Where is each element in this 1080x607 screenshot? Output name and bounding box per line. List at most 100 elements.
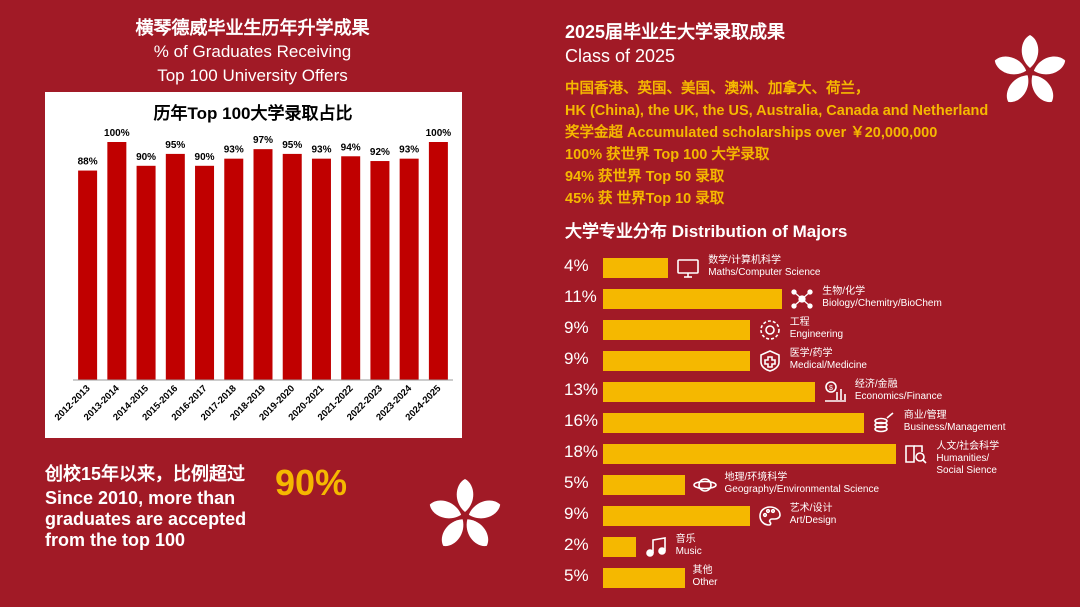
major-label-cn: 经济/金融 — [854, 379, 898, 390]
major-row: 5% 其他 Other — [560, 564, 1060, 592]
major-percentage: 2% — [564, 535, 589, 554]
big-percentage: 90% — [275, 462, 348, 503]
coins-icon — [872, 411, 896, 435]
bar-2022-2023 — [370, 161, 390, 380]
molecule-icon — [790, 287, 814, 311]
since-en-2: graduates are accepted — [45, 509, 247, 529]
major-label-en: Music — [675, 546, 702, 557]
bar-value-label: 88% — [78, 157, 98, 168]
major-percentage: 5% — [564, 473, 589, 492]
major-label-cn: 工程 — [789, 317, 810, 328]
bar-value-label: 95% — [282, 140, 302, 151]
major-label-en: Art/Design — [789, 515, 837, 526]
major-row: 13% $ 经济/金融 Economics/Finance — [560, 378, 1060, 406]
majors-title: 大学专业分布 Distribution of Majors — [565, 222, 848, 241]
major-percentage: 18% — [564, 442, 599, 461]
bar-value-label: 93% — [399, 145, 419, 156]
major-row: 9% 医学/药学 Medical/Medicine — [560, 347, 1060, 375]
major-label-cn: 人文/社会科学 — [936, 441, 1000, 452]
bauhinia-flower-icon — [429, 479, 501, 546]
bar-value-label: 92% — [370, 147, 390, 158]
major-bar — [603, 537, 636, 557]
major-label: 数学/计算机科学 Maths/Computer Science — [708, 255, 820, 279]
major-label-cn: 地理/环境科学 — [724, 472, 788, 483]
left-title-block: 横琴德威毕业生历年升学成果 % of Graduates Receiving T… — [45, 16, 460, 88]
since-en-3: from the top 100 — [45, 530, 186, 550]
major-label: 其他 Other — [693, 565, 718, 589]
major-label: 生物/化学 Biology/Chemitry/BioChem — [822, 286, 942, 310]
major-label: 人文/社会科学 Humanities/Social Sience — [936, 441, 999, 477]
major-row: 16% 商业/管理 Business/Management — [560, 409, 1060, 437]
since-en-1: Since 2010, more than — [45, 488, 236, 508]
major-bar — [603, 320, 750, 340]
major-label-en: Maths/Computer Science — [708, 267, 821, 278]
achievement-line: 奖学金超 Accumulated scholarships over ￥20,0… — [565, 125, 938, 141]
right-title-block: 2025届毕业生大学录取成果 Class of 2025 — [565, 20, 785, 68]
major-label: 工程 Engineering — [790, 317, 843, 341]
achievements-list: 中国香港、英国、美国、澳洲、加拿大、荷兰， HK (China), the UK… — [565, 78, 988, 210]
major-bar — [603, 475, 685, 495]
bar-value-label: 94% — [341, 142, 361, 153]
major-label: 医学/药学 Medical/Medicine — [790, 348, 867, 372]
bar-2016-2017 — [195, 165, 215, 380]
bauhinia-flower-icon — [994, 35, 1066, 102]
monitor-icon — [676, 256, 700, 280]
bar-2024-2025 — [428, 142, 448, 380]
major-label-cn: 生物/化学 — [822, 286, 866, 297]
major-label-en: Medical/Medicine — [789, 360, 867, 371]
bar-value-label: 97% — [253, 135, 273, 146]
bar-value-label: 90% — [195, 152, 215, 163]
major-bar — [603, 506, 750, 526]
major-label-cn: 商业/管理 — [903, 410, 947, 421]
major-bar — [603, 413, 864, 433]
left-title-en-2: Top 100 University Offers — [157, 66, 348, 85]
left-title-en-1: % of Graduates Receiving — [153, 42, 352, 61]
bar-2012-2013 — [78, 170, 98, 380]
right-title-en: Class of 2025 — [565, 46, 676, 66]
major-percentage: 9% — [564, 504, 589, 523]
major-label-en: Economics/Finance — [854, 391, 943, 402]
major-label-en: Biology/Chemitry/BioChem — [822, 298, 942, 309]
major-label-cn: 其他 — [692, 565, 713, 576]
planet-icon — [692, 473, 717, 497]
major-label: 商业/管理 Business/Management — [904, 410, 1006, 434]
major-label-cn: 医学/药学 — [789, 348, 833, 359]
achievement-line: 94% 获世界 Top 50 录取 — [565, 169, 725, 185]
major-bar — [603, 351, 750, 371]
majors-chart: 4% 数学/计算机科学 Maths/Computer Science 11% 生物/化学… — [560, 254, 1060, 594]
achievement-line: 100% 获世界 Top 100 大学录取 — [565, 147, 770, 163]
bar-value-label: 93% — [311, 145, 331, 156]
bar-2014-2015 — [136, 165, 156, 380]
major-label-en: Business/Management — [903, 422, 1006, 433]
major-label-en: Other — [692, 577, 718, 588]
major-label-cn: 数学/计算机科学 — [708, 255, 781, 266]
major-percentage: 9% — [564, 349, 589, 368]
music-icon — [644, 535, 668, 559]
major-label-cn: 艺术/设计 — [789, 503, 833, 514]
major-bar — [603, 382, 815, 402]
bar-2021-2022 — [341, 156, 361, 380]
achievement-line: HK (China), the UK, the US, Australia, C… — [565, 103, 989, 119]
right-title-cn: 2025届毕业生大学录取成果 — [565, 22, 786, 42]
major-row: 9% 工程 Engineering — [560, 316, 1060, 344]
finance-icon: $ — [823, 380, 847, 404]
major-bar — [603, 444, 897, 464]
bar-2013-2014 — [107, 142, 127, 380]
bar-value-label: 93% — [224, 145, 244, 156]
offers-chart-panel: 历年Top 100大学录取占比 88% 2012-2013 100% 2013-201… — [45, 92, 462, 438]
left-title-cn: 横琴德威毕业生历年升学成果 — [135, 18, 370, 38]
bar-2023-2024 — [399, 158, 419, 380]
gear-icon — [758, 318, 782, 342]
major-label-en: Engineering — [789, 329, 844, 340]
bar-2020-2021 — [311, 158, 331, 380]
major-label-en: Geography/Environmental Science — [724, 484, 880, 495]
svg-text:$: $ — [829, 385, 833, 392]
major-label: 经济/金融 Economics/Finance — [855, 379, 942, 403]
bar-value-label: 100% — [426, 128, 452, 139]
palette-icon — [758, 504, 782, 528]
offers-bar-chart: 历年Top 100大学录取占比 88%2012-2013100%2013-201… — [53, 103, 453, 423]
major-percentage: 4% — [564, 256, 589, 275]
major-row: 2% 音乐 Music — [560, 533, 1060, 561]
bar-2017-2018 — [224, 158, 244, 380]
book-search-icon — [904, 442, 928, 466]
